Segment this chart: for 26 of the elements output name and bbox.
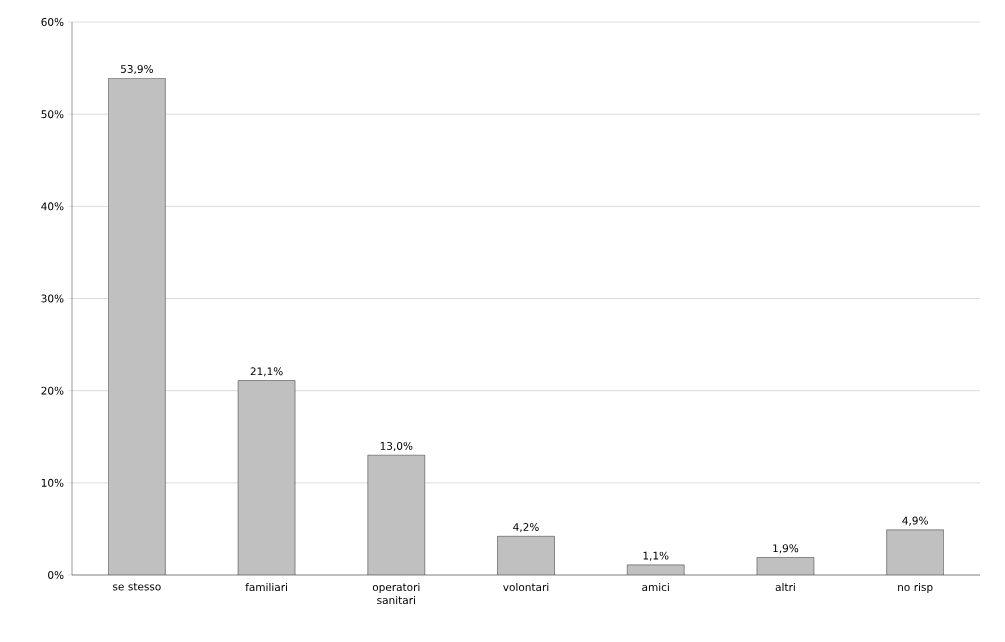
data-label: 13,0%: [380, 441, 413, 451]
data-label: 1,1%: [643, 551, 669, 561]
data-label: 21,1%: [250, 367, 283, 377]
x-tick-label: altri: [775, 582, 795, 592]
x-tick-label: no risp: [898, 582, 933, 594]
x-tick-label: operatori sanitari: [372, 582, 420, 605]
x-tick-label: amici: [642, 582, 669, 592]
bar: [886, 529, 944, 575]
y-tick-label: 50%: [41, 110, 64, 119]
y-tick-label: 10%: [41, 478, 64, 487]
y-tick-label: 30%: [41, 294, 64, 303]
bar: [497, 536, 555, 575]
y-tick-label: 20%: [41, 386, 64, 395]
bar: [367, 455, 425, 575]
x-tick-label: se stesso: [113, 582, 161, 591]
bar: [238, 380, 296, 575]
x-tick-label: volontari: [503, 582, 549, 592]
data-label: 4,9%: [902, 516, 928, 526]
y-tick-label: 60%: [41, 18, 64, 26]
x-tick-label: familiari: [245, 582, 287, 592]
y-tick-label: 0%: [48, 571, 64, 579]
data-label: 4,2%: [513, 523, 539, 533]
y-tick-label: 40%: [41, 202, 64, 211]
data-label: 1,9%: [773, 544, 799, 554]
data-label: 53,9%: [120, 65, 153, 75]
bar: [108, 78, 166, 575]
